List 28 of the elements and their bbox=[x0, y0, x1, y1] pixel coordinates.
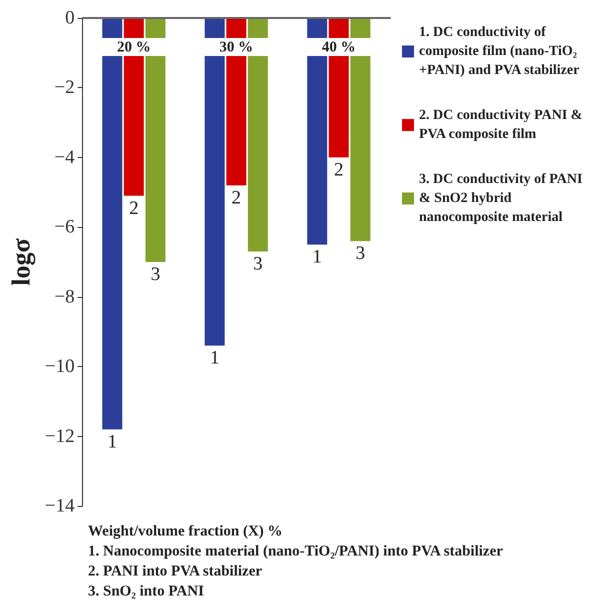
x-tick-label: 30 % bbox=[219, 40, 254, 56]
legend-label: 2. DC conductivity PANI & PVA composite film bbox=[419, 108, 586, 142]
annotation: 1 bbox=[210, 348, 220, 369]
legend-label: 1. DC conductivity of composite film (nano-TiO₂+PANI) and PVA stabilizer bbox=[419, 25, 580, 78]
y-tick-label: −10 bbox=[44, 356, 75, 378]
annotation: 1 bbox=[107, 431, 117, 452]
annotation: 2 bbox=[334, 159, 344, 180]
annotation: 3 bbox=[356, 243, 366, 264]
x-tick-label: 20 % bbox=[116, 40, 151, 56]
legend-label: 3. DC conductivity of PANI & SnO2 hybrid nanocomposite material bbox=[419, 172, 586, 225]
y-tick-label: −4 bbox=[54, 146, 76, 168]
annotation: 3 bbox=[253, 254, 263, 275]
text: 3. SnO₂ into PANI bbox=[88, 584, 204, 600]
annotation: 2 bbox=[232, 187, 242, 208]
annotation: 2 bbox=[129, 198, 139, 219]
annotation: 1 bbox=[312, 246, 322, 268]
x-tick-label: 40 % bbox=[322, 40, 356, 56]
annotation: 3 bbox=[150, 264, 160, 285]
y-tick-label: −14 bbox=[44, 496, 76, 516]
y-tick-label: −8 bbox=[54, 286, 75, 308]
text: Weight/volume fraction (X) % bbox=[88, 524, 283, 540]
y-axis-title: logσ bbox=[6, 238, 36, 286]
text: 2. PANI into PVA stabilizer bbox=[88, 564, 262, 580]
text: 1. Nanocomposite material (nano-TiO₂/PANI) into PVA stabilizer bbox=[88, 544, 504, 560]
y-tick-label: −6 bbox=[54, 216, 75, 238]
y-tick-label: 0 bbox=[65, 8, 75, 28]
y-tick-label: −2 bbox=[54, 77, 75, 98]
y-tick-label: −12 bbox=[44, 426, 75, 447]
